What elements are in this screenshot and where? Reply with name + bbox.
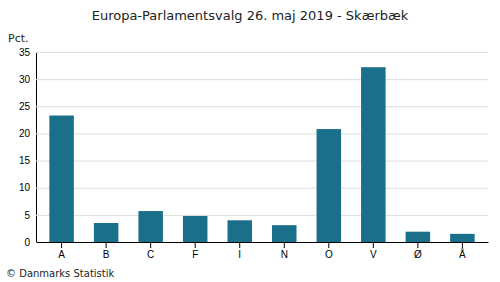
y-tick: 25	[19, 101, 488, 112]
title: Europa-Parlamentsvalg 26. maj 2019 - Skæ…	[92, 8, 409, 23]
y-tick: 10	[19, 182, 488, 193]
grid-line	[36, 161, 488, 162]
grid-line	[36, 188, 488, 189]
bar	[94, 223, 118, 242]
x-tick: O	[325, 242, 333, 260]
x-tick: B	[103, 242, 110, 260]
x-tick-label: Å	[459, 248, 466, 260]
x-axis-line	[37, 242, 489, 243]
x-tick-line	[61, 242, 62, 248]
x-tick: F	[192, 242, 198, 260]
grid-line	[36, 215, 488, 216]
x-tick: Ø	[414, 242, 422, 260]
x-tick-line	[150, 242, 151, 248]
grid-line	[36, 52, 488, 53]
x-tick: I	[238, 242, 241, 260]
y-tick-label: 25	[19, 101, 31, 112]
x-tick-label: N	[281, 249, 288, 260]
grid-line	[36, 133, 488, 134]
x-tick-line	[239, 242, 240, 248]
y-tick-label: 20	[19, 128, 31, 139]
bars	[49, 67, 474, 242]
x-tick: C	[147, 242, 154, 260]
x-tick: A	[58, 242, 65, 260]
y-axis: 0 5 10 15 20 25 30 35	[19, 47, 488, 248]
bar	[49, 116, 73, 242]
y-tick: 35	[19, 47, 488, 58]
bar	[450, 234, 474, 242]
x-tick-line	[417, 242, 418, 248]
x-tick-label: V	[370, 249, 377, 260]
y-axis-line	[37, 53, 489, 243]
bar	[317, 129, 341, 242]
x-tick: V	[370, 242, 377, 260]
x-tick-label: O	[325, 249, 333, 260]
bar	[361, 67, 385, 242]
x-tick-label: Ø	[414, 249, 422, 260]
x-tick-line	[328, 242, 329, 248]
chart-container: Europa-Parlamentsvalg 26. maj 2019 - Skæ…	[0, 0, 500, 282]
y-tick-label: 15	[19, 155, 31, 166]
bar	[227, 220, 251, 242]
grid-line	[36, 79, 488, 80]
x-tick-label: I	[238, 249, 241, 260]
x-tick-label: B	[103, 249, 110, 260]
x-axis: ABCFINOVØÅ	[37, 242, 489, 260]
x-tick-label: F	[192, 249, 198, 260]
grid-line	[36, 242, 488, 243]
x-tick-label: A	[58, 249, 65, 260]
x-tick: Å	[459, 242, 466, 260]
x-tick-line	[373, 242, 374, 248]
x-tick-line	[462, 242, 463, 248]
y-tick-label: 35	[19, 47, 31, 58]
footer: © Danmarks Statistik	[6, 268, 115, 279]
plot: 0 5 10 15 20 25 30 35 A B C F I N O V Ø Å	[19, 47, 489, 260]
bar	[272, 225, 296, 242]
y-tick: 15	[19, 155, 488, 166]
chart-svg: Europa-Parlamentsvalg 26. maj 2019 - Skæ…	[0, 0, 500, 282]
y-tick: 20	[19, 128, 488, 139]
grid-line	[36, 106, 488, 107]
y-tick-label: 30	[19, 74, 31, 85]
y-tick: 5	[24, 210, 488, 221]
x-tick-label: C	[147, 249, 154, 260]
y-tick: 30	[19, 74, 488, 85]
bar	[183, 216, 207, 242]
bar	[138, 211, 162, 242]
y-tick-label: 10	[19, 182, 31, 193]
x-tick: N	[281, 242, 288, 260]
x-tick-line	[284, 242, 285, 248]
y-tick-label: 5	[24, 210, 30, 221]
y-axis-label: Pct.	[8, 32, 29, 45]
x-tick-line	[195, 242, 196, 248]
x-tick-line	[106, 242, 107, 248]
y-tick-label: 0	[24, 237, 30, 248]
bar	[406, 232, 430, 242]
